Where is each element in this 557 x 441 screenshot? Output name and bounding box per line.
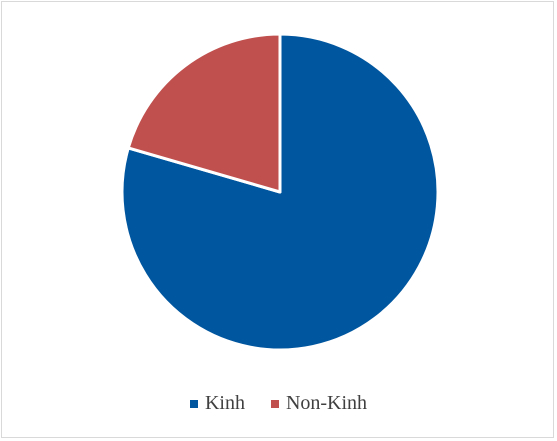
legend-swatch-non-kinh	[270, 399, 279, 408]
legend-label-kinh: Kinh	[204, 392, 245, 414]
legend-item-kinh: Kinh	[189, 392, 245, 415]
legend-item-non-kinh: Non-Kinh	[270, 392, 368, 415]
pie-slice-non-kinh	[126, 32, 282, 194]
legend-label-non-kinh: Non-Kinh	[285, 392, 368, 414]
legend: Kinh Non-Kinh	[2, 392, 555, 415]
legend-swatch-kinh	[189, 399, 198, 408]
